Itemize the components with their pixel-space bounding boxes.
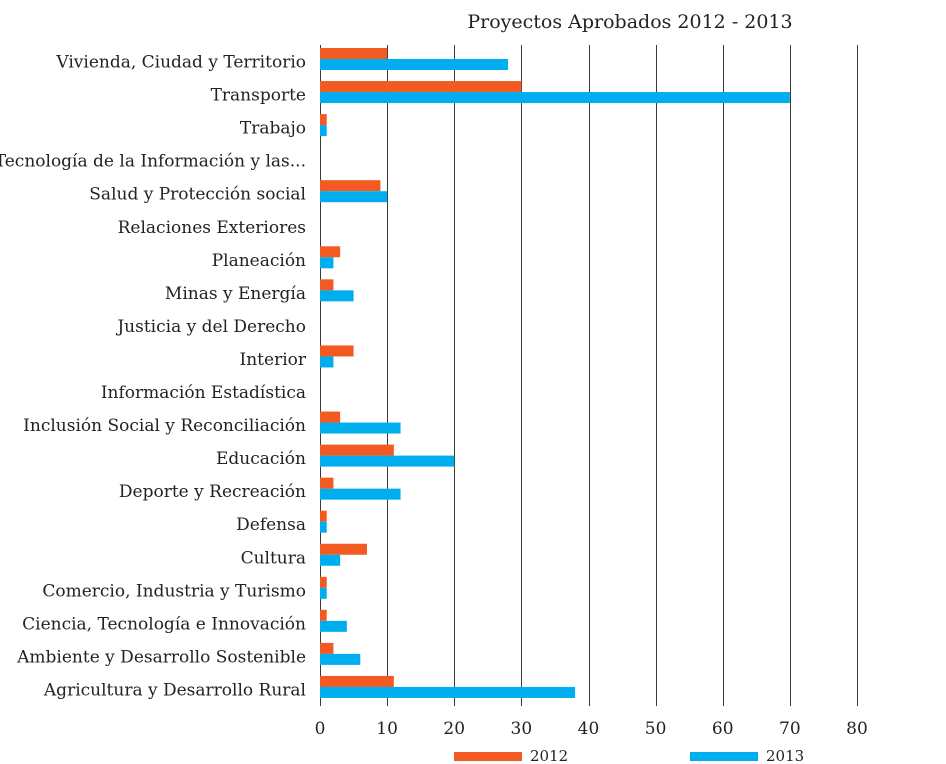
tick-label-80: 80 <box>846 719 868 739</box>
bar-2012-16 <box>320 576 327 588</box>
category-label-5: Relaciones Exteriores <box>118 218 306 238</box>
category-label-19: Agricultura y Desarrollo Rural <box>43 680 306 700</box>
bar-2012-9 <box>320 345 354 357</box>
bar-2012-19 <box>320 675 394 687</box>
category-label-4: Salud y Protección social <box>89 185 306 205</box>
tick-label-40: 40 <box>578 719 600 739</box>
bar-2012-18 <box>320 642 334 654</box>
category-label-3: Tecnología de la Información y las... <box>0 152 306 172</box>
tick-label-20: 20 <box>443 719 465 739</box>
legend-label-2012: 2012 <box>530 747 568 764</box>
category-label-1: Transporte <box>211 86 306 106</box>
category-label-11: Inclusión Social y Reconciliación <box>23 416 306 436</box>
legend-swatch-2013 <box>690 752 758 761</box>
bar-2013-1 <box>320 92 790 104</box>
bar-2013-2 <box>320 125 327 137</box>
chart-title: Proyectos Aprobados 2012 - 2013 <box>467 11 792 33</box>
bar-2012-7 <box>320 279 334 291</box>
bar-2012-12 <box>320 444 394 456</box>
category-label-0: Vivienda, Ciudad y Territorio <box>55 53 306 73</box>
category-label-9: Interior <box>240 350 307 370</box>
bar-2013-7 <box>320 290 354 302</box>
category-label-15: Cultura <box>241 548 306 568</box>
tick-label-10: 10 <box>376 719 398 739</box>
category-label-10: Información Estadística <box>101 383 306 403</box>
tick-label-0: 0 <box>315 719 326 739</box>
bar-2013-4 <box>320 191 388 203</box>
bar-2013-13 <box>320 488 401 500</box>
bar-2013-11 <box>320 422 401 434</box>
bar-2012-0 <box>320 48 388 59</box>
bar-2013-6 <box>320 257 334 269</box>
bar-2012-17 <box>320 609 327 621</box>
bar-2012-2 <box>320 114 327 126</box>
bar-2013-0 <box>320 59 508 70</box>
bar-2013-9 <box>320 356 334 368</box>
bar-2012-4 <box>320 180 381 192</box>
bar-2012-1 <box>320 81 522 93</box>
bar-2013-19 <box>320 686 576 698</box>
bar-2013-12 <box>320 455 455 467</box>
bar-2012-13 <box>320 477 334 489</box>
legend-swatch-2012 <box>454 752 522 761</box>
tick-label-50: 50 <box>645 719 667 739</box>
bar-2012-11 <box>320 411 341 423</box>
legend: 2012 2013 <box>454 747 804 764</box>
category-label-7: Minas y Energía <box>165 284 306 304</box>
category-label-13: Deporte y Recreación <box>119 482 306 502</box>
bars <box>320 48 790 698</box>
bar-2013-15 <box>320 554 341 566</box>
tick-label-70: 70 <box>779 719 801 739</box>
category-label-8: Justicia y del Derecho <box>115 317 306 337</box>
category-label-18: Ambiente y Desarrollo Sostenible <box>16 647 306 667</box>
category-labels: Vivienda, Ciudad y Territorio Transporte T… <box>0 53 307 701</box>
bar-2013-16 <box>320 587 327 599</box>
bar-2013-18 <box>320 653 361 665</box>
category-label-17: Ciencia, Tecnología e Innovación <box>22 614 306 634</box>
category-label-6: Planeación <box>212 251 306 271</box>
gridlines <box>320 45 858 706</box>
bar-2012-6 <box>320 246 341 258</box>
category-label-2: Trabajo <box>240 119 306 139</box>
tick-label-30: 30 <box>511 719 533 739</box>
bar-2013-14 <box>320 521 327 533</box>
bar-2013-17 <box>320 620 347 632</box>
x-axis-tick-labels: 0 10 20 30 40 50 60 70 80 <box>315 719 868 739</box>
bar-2012-15 <box>320 543 367 555</box>
legend-label-2013: 2013 <box>766 747 804 764</box>
category-label-12: Educación <box>216 449 306 469</box>
category-label-16: Comercio, Industria y Turismo <box>42 581 306 601</box>
tick-label-60: 60 <box>712 719 734 739</box>
category-label-14: Defensa <box>236 515 306 535</box>
bar-2012-14 <box>320 510 327 522</box>
